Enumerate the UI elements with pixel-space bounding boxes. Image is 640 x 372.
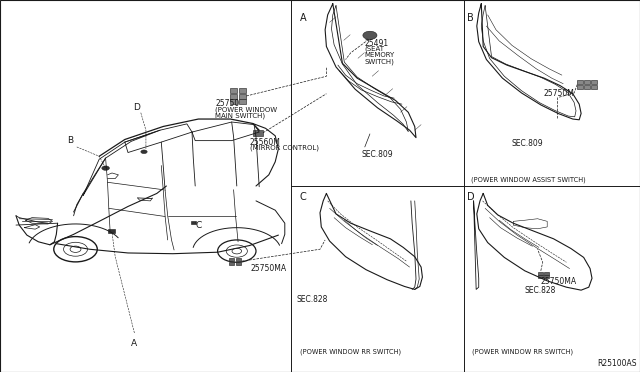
Circle shape — [141, 150, 147, 154]
Text: 25750: 25750 — [215, 99, 239, 108]
Text: (POWER WINDOW RR SWITCH): (POWER WINDOW RR SWITCH) — [300, 349, 401, 355]
Bar — [584, 85, 590, 89]
Text: (MIRROR CONTROL): (MIRROR CONTROL) — [250, 144, 319, 151]
Text: C: C — [300, 192, 307, 202]
Text: 25750M: 25750M — [544, 89, 575, 98]
Text: (POWER WINDOW ASSIST SWITCH): (POWER WINDOW ASSIST SWITCH) — [471, 177, 586, 183]
Text: SEC.828: SEC.828 — [525, 286, 556, 295]
Bar — [236, 262, 241, 265]
Bar — [191, 221, 196, 224]
Bar — [108, 229, 115, 232]
Bar — [538, 275, 543, 278]
Bar — [230, 94, 237, 99]
Bar — [239, 94, 246, 99]
Bar — [584, 80, 590, 84]
Bar — [577, 80, 583, 84]
Text: SEC.809: SEC.809 — [362, 150, 393, 158]
Text: B: B — [67, 136, 74, 145]
Bar — [544, 275, 549, 278]
Bar — [229, 262, 234, 265]
Text: C: C — [195, 221, 202, 230]
Circle shape — [102, 166, 109, 170]
Text: MEMORY: MEMORY — [365, 52, 395, 58]
Bar — [591, 85, 597, 89]
Text: (POWER WINDOW RR SWITCH): (POWER WINDOW RR SWITCH) — [472, 349, 573, 355]
Text: 25560M: 25560M — [250, 138, 280, 147]
Bar — [538, 272, 543, 275]
Text: SEC.828: SEC.828 — [296, 295, 328, 304]
Text: A: A — [131, 339, 138, 347]
Text: SEC.809: SEC.809 — [512, 139, 543, 148]
Text: A: A — [300, 13, 306, 23]
Text: 25750MA: 25750MA — [251, 264, 287, 273]
Bar — [230, 88, 237, 93]
Text: (SEAT: (SEAT — [365, 46, 385, 52]
Bar — [239, 88, 246, 93]
Text: D: D — [467, 192, 475, 202]
Bar — [230, 99, 237, 104]
Text: D: D — [133, 103, 140, 112]
Bar — [236, 258, 241, 261]
Bar — [577, 85, 583, 89]
Bar — [253, 130, 263, 136]
Bar — [544, 272, 549, 275]
Text: R25100AS: R25100AS — [597, 359, 637, 368]
Text: MAIN SWITCH): MAIN SWITCH) — [215, 112, 265, 119]
Text: 25491: 25491 — [365, 39, 389, 48]
Text: B: B — [467, 13, 474, 23]
Bar — [239, 99, 246, 104]
Circle shape — [363, 31, 377, 39]
Text: (POWER WINDOW: (POWER WINDOW — [215, 106, 277, 112]
Text: 25750MA: 25750MA — [541, 277, 577, 286]
Bar — [229, 258, 234, 261]
Bar — [591, 80, 597, 84]
Text: SWITCH): SWITCH) — [365, 58, 395, 65]
